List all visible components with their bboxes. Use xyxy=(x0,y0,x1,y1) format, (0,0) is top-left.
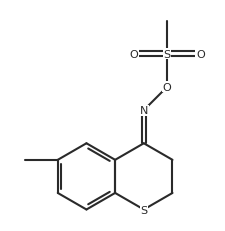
Text: O: O xyxy=(196,49,205,59)
Text: S: S xyxy=(140,205,147,215)
Text: S: S xyxy=(164,49,171,59)
Text: O: O xyxy=(130,49,138,59)
Text: O: O xyxy=(163,82,172,92)
Text: N: N xyxy=(140,106,148,116)
